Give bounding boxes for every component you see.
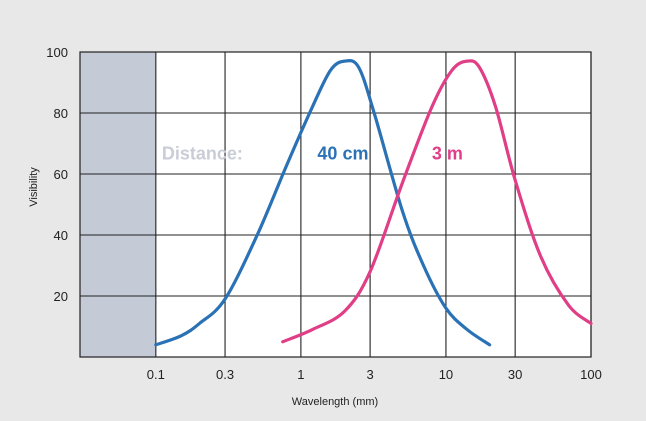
series-label: 40 cm — [317, 144, 368, 164]
y-tick-label: 40 — [54, 228, 68, 243]
annotations: Distance: 40 cm 3 m — [162, 144, 463, 164]
y-tick-label: 20 — [54, 289, 68, 304]
distance-annotation: Distance: — [162, 144, 243, 164]
y-tick-label: 60 — [54, 167, 68, 182]
y-axis-ticks: 20 40 60 80 100 — [46, 45, 68, 304]
plot-area — [80, 52, 591, 357]
x-axis-ticks: 0.1 0.3 1 3 10 30 100 — [147, 367, 602, 382]
x-axis-label: Wavelength (mm) — [292, 396, 378, 408]
series-label: 3 m — [432, 144, 463, 164]
x-tick-label: 0.3 — [216, 367, 234, 382]
series-lines — [154, 58, 593, 347]
x-tick-label: 1 — [297, 367, 304, 382]
y-axis-label: Visibility — [28, 167, 40, 207]
x-tick-label: 10 — [439, 367, 453, 382]
grid — [80, 51, 592, 357]
series-line-3m — [281, 59, 593, 344]
shaded-region — [80, 52, 156, 357]
y-tick-label: 80 — [54, 106, 68, 121]
x-tick-label: 30 — [508, 367, 522, 382]
series-line-40cm — [154, 58, 492, 347]
x-tick-label: 100 — [580, 367, 602, 382]
y-tick-label: 100 — [46, 45, 68, 60]
x-tick-label: 3 — [366, 367, 373, 382]
plot-border — [79, 51, 592, 358]
x-tick-label: 0.1 — [147, 367, 165, 382]
